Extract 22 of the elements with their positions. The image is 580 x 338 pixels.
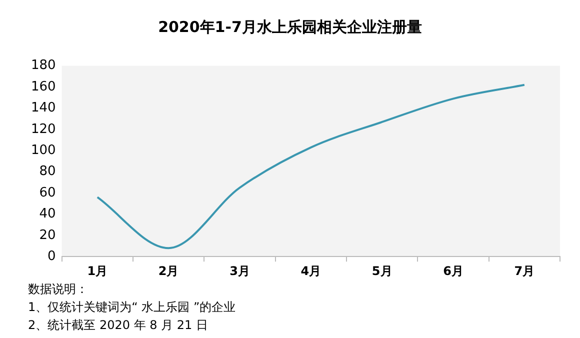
y-tick-label: 0 bbox=[48, 248, 56, 264]
y-tick-label: 120 bbox=[30, 122, 56, 137]
y-tick-label: 80 bbox=[39, 164, 56, 180]
text: 2、统计截至 2020 年 8 月 21 日 bbox=[28, 317, 209, 334]
y-tick-label: 180 bbox=[30, 58, 56, 74]
y-tick-label: 140 bbox=[30, 100, 56, 116]
text: 1、仅统计关键词为“ 水上乐园 ”的企业 bbox=[28, 299, 236, 316]
line-series bbox=[96, 84, 526, 250]
y-tick-label: 100 bbox=[30, 142, 56, 158]
x-tick-label: 7月 bbox=[514, 264, 535, 278]
x-tick-label: 3月 bbox=[230, 264, 250, 278]
x-tick-label: 4月 bbox=[300, 264, 322, 278]
x-tick-label: 2月 bbox=[158, 264, 179, 278]
chart-title: 2020年1-7月水上乐园相关企业注册量 bbox=[157, 18, 423, 37]
x-tick-label: 5月 bbox=[372, 264, 392, 278]
y-tick-label: 60 bbox=[39, 185, 56, 200]
y-tick-label: 160 bbox=[30, 79, 56, 94]
y-tick-label: 40 bbox=[39, 206, 56, 222]
text: 数据说明： bbox=[28, 281, 89, 298]
x-tick-label: 6月 bbox=[443, 264, 464, 278]
x-tick-label: 1月 bbox=[87, 264, 108, 278]
y-tick-label: 20 bbox=[39, 228, 56, 243]
